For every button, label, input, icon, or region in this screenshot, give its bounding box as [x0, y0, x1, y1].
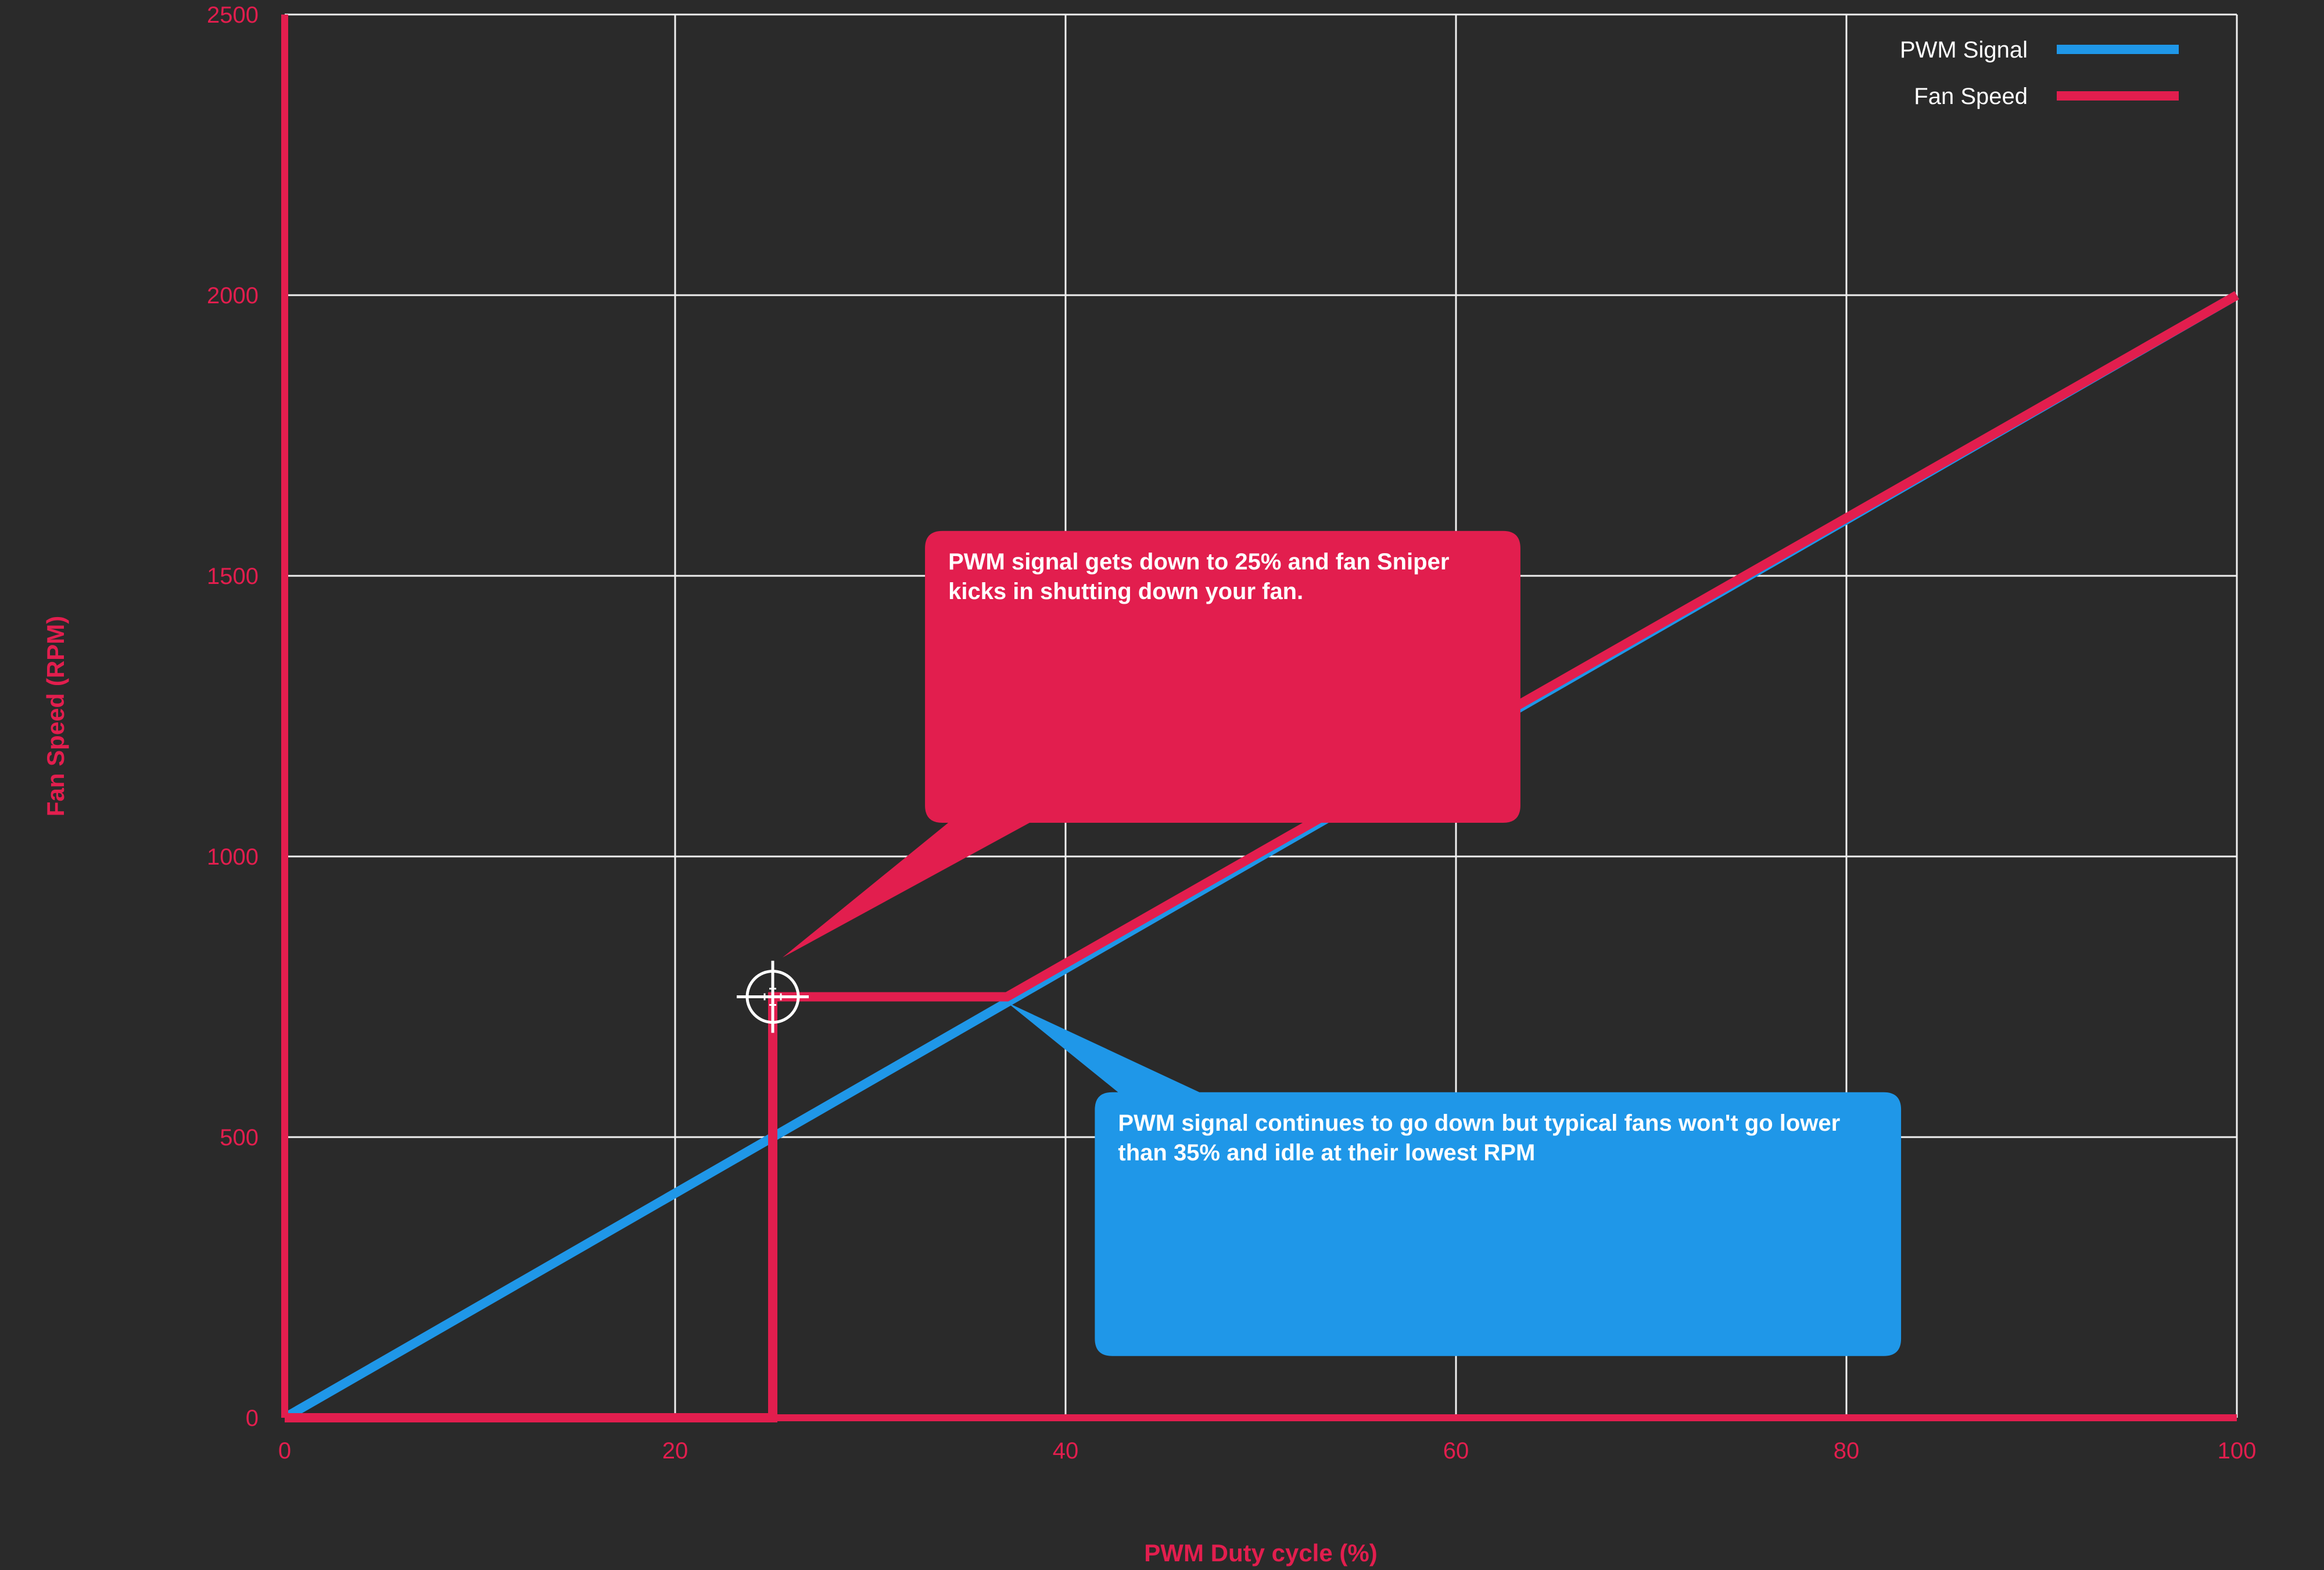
ytick-label: 1000 — [207, 844, 259, 870]
ytick-label: 2000 — [207, 283, 259, 309]
ytick-label: 0 — [246, 1406, 259, 1431]
ytick-label: 1500 — [207, 564, 259, 589]
blue-callout-text: PWM signal continues to go down but typi… — [1118, 1109, 1878, 1343]
xtick-label: 60 — [1443, 1438, 1469, 1464]
red-callout-text: PWM signal gets down to 25% and fan Snip… — [948, 547, 1497, 810]
y-axis-label: Fan Speed (RPM) — [42, 616, 69, 816]
xtick-label: 80 — [1834, 1438, 1860, 1464]
ytick-label: 500 — [220, 1125, 259, 1150]
xtick-label: 0 — [278, 1438, 291, 1464]
xtick-label: 20 — [662, 1438, 688, 1464]
xtick-label: 100 — [2218, 1438, 2257, 1464]
legend-label: PWM Signal — [1900, 37, 2028, 63]
x-axis-label: PWM Duty cycle (%) — [1144, 1539, 1377, 1567]
legend-label: Fan Speed — [1914, 84, 2028, 109]
xtick-label: 40 — [1053, 1438, 1079, 1464]
chart-container: 02040608010005001000150020002500PWM Duty… — [0, 0, 2324, 1570]
chart-svg: 02040608010005001000150020002500PWM Duty… — [0, 0, 2324, 1570]
ytick-label: 2500 — [207, 2, 259, 28]
